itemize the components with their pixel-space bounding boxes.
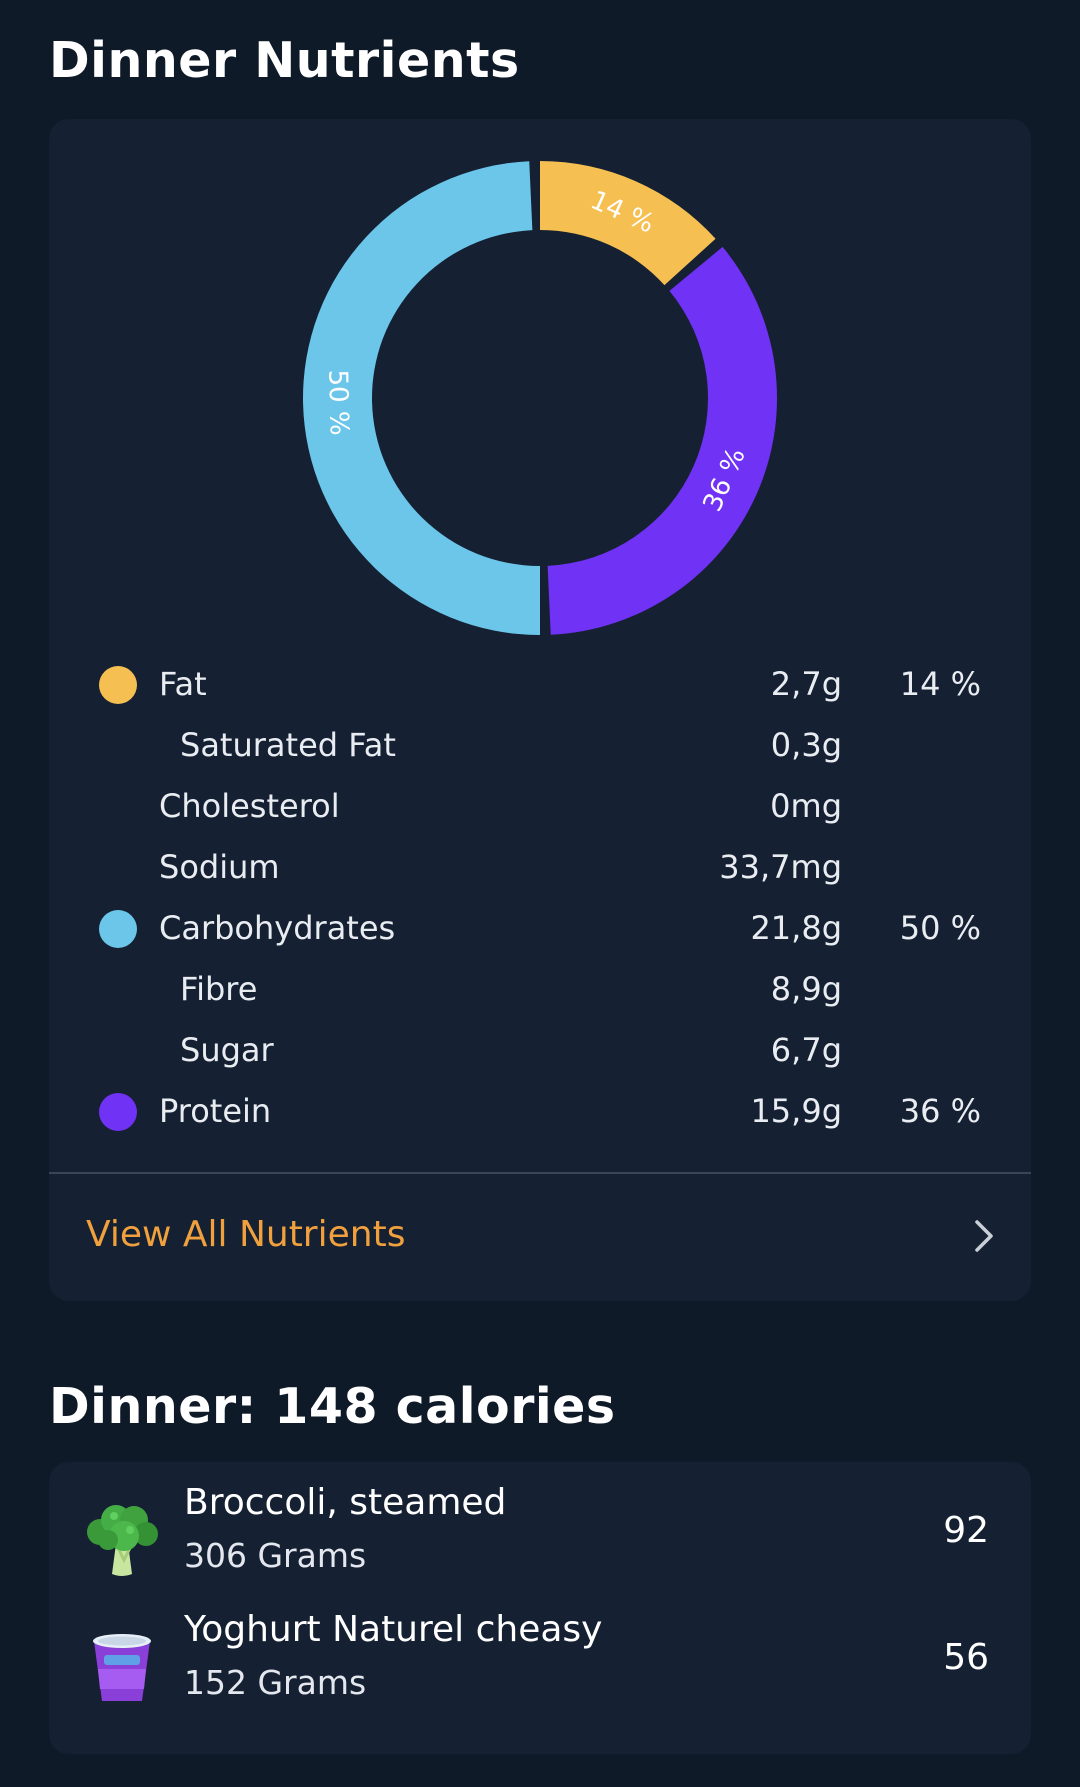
nutrient-percent: 36 % [899,1092,981,1130]
nutrient-label: Protein [159,1092,272,1130]
page-title: Dinner Nutrients [49,32,520,89]
nutrient-amount: 21,8g [750,909,842,947]
nutrient-row-fibre: Fibre 8,9g [49,960,1031,1020]
nutrient-row-sugar: Sugar 6,7g [49,1021,1031,1081]
nutrient-label: Saturated Fat [180,726,396,764]
nutrient-label: Cholesterol [159,787,340,825]
dinner-calories-title: Dinner: 148 calories [49,1378,616,1435]
view-all-nutrients-button[interactable]: View All Nutrients [49,1174,1031,1301]
dinner-food-list: Broccoli, steamed 306 Grams 92 Yoghurt N… [49,1462,1031,1754]
food-name: Yoghurt Naturel cheasy [184,1609,603,1650]
food-quantity: 152 Grams [184,1663,367,1702]
nutrient-row-sodium: Sodium 33,7mg [49,838,1031,898]
nutrient-amount: 2,7g [770,665,842,703]
donut-slice-carbohydrates [303,161,540,636]
food-calories: 56 [943,1637,989,1678]
nutrient-row-fat: Fat 2,7g 14 % [49,655,1031,715]
nutrient-row-carbohydrates: Carbohydrates 21,8g 50 % [49,899,1031,959]
food-quantity: 306 Grams [184,1536,367,1575]
macro-donut-chart: 14 %36 %50 % [303,161,777,636]
food-calories: 92 [943,1510,989,1551]
nutrient-label: Fibre [180,970,258,1008]
food-name: Broccoli, steamed [184,1482,507,1523]
chevron-right-icon [975,1220,993,1252]
carbohydrates-color-dot [99,910,137,948]
broccoli-icon [87,1505,158,1576]
food-item-broccoli[interactable]: Broccoli, steamed 306 Grams 92 [49,1472,1031,1600]
view-all-nutrients-label: View All Nutrients [86,1214,406,1255]
nutrients-card: 14 % 36 % 50 % Fat 2,7g 14 % Saturated Fat… [49,119,1031,1301]
nutrient-row-saturated-fat: Saturated Fat 0,3g [49,716,1031,776]
donut-slice-fat [540,161,716,286]
nutrient-label: Fat [159,665,207,703]
nutrient-amount: 33,7mg [719,848,842,886]
nutrient-amount: 15,9g [750,1092,842,1130]
nutrient-row-protein: Protein 15,9g 36 % [49,1082,1031,1142]
nutrient-label: Sodium [159,848,280,886]
donut-label-carbohydrates: 50 % [322,369,353,436]
donut-slice-protein [547,246,777,635]
nutrient-amount: 8,9g [770,970,842,1008]
nutrient-row-cholesterol: Cholesterol 0mg [49,777,1031,837]
nutrient-amount: 0mg [770,787,842,825]
fat-color-dot [99,666,137,704]
nutrient-amount: 0,3g [770,726,842,764]
nutrient-label: Carbohydrates [159,909,396,947]
protein-color-dot [99,1093,137,1131]
nutrient-amount: 6,7g [770,1031,842,1069]
nutrient-percent: 14 % [899,665,981,703]
yoghurt-icon [93,1634,151,1701]
food-item-yoghurt[interactable]: Yoghurt Naturel cheasy 152 Grams 56 [49,1599,1031,1727]
divider [49,1172,1031,1174]
nutrient-label: Sugar [180,1031,274,1069]
nutrient-percent: 50 % [899,909,981,947]
